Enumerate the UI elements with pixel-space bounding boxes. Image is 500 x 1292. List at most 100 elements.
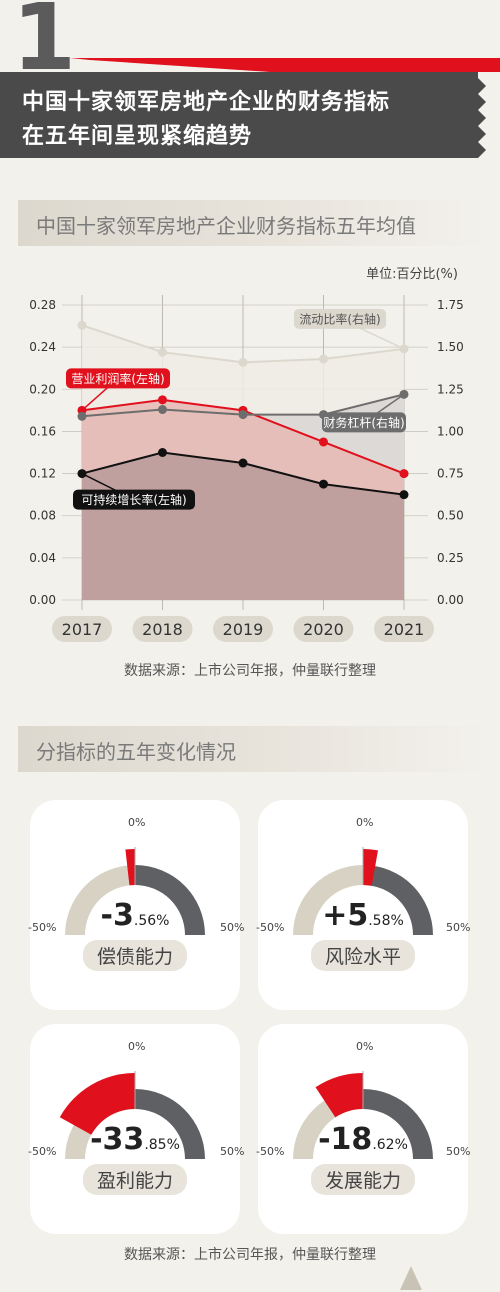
section-number: 1 xyxy=(12,0,77,91)
gauges-title: 分指标的五年变化情况 xyxy=(36,740,236,764)
gauge-label: 风险水平 xyxy=(310,940,416,971)
header-title-line1: 中国十家领军房地产企业的财务指标 xyxy=(22,90,391,115)
gauge-value-int: -18 xyxy=(318,1122,373,1157)
data-point xyxy=(238,357,248,367)
series-label-box xyxy=(66,368,170,389)
series-label: 流动比率(右轴) xyxy=(299,311,380,326)
corner-triangle-icon xyxy=(400,1266,422,1290)
gauge-value-dec: .62% xyxy=(372,1137,408,1153)
data-point xyxy=(77,411,87,421)
gauge-zero-label: 0% xyxy=(356,1040,374,1053)
series-label-box xyxy=(294,308,386,329)
data-point xyxy=(158,405,167,415)
gauge-max-label: 50% xyxy=(446,1145,471,1158)
gauge-value-dec: .58% xyxy=(368,913,404,929)
left-tick-label: 0.04 xyxy=(29,551,56,565)
header: 1 中国十家领军房地产企业的财务指标 在五年间呈现紧缩趋势 xyxy=(0,0,500,160)
gauge-value-wedge xyxy=(125,849,135,886)
right-tick-label: 1.25 xyxy=(437,382,464,396)
gauge-label: 偿债能力 xyxy=(82,940,188,971)
data-point xyxy=(399,344,409,354)
left-tick-label: 0.24 xyxy=(29,340,56,354)
gauge-max-label: 50% xyxy=(446,921,471,934)
left-tick-label: 0.00 xyxy=(29,593,56,607)
x-tick-label: 2019 xyxy=(223,620,264,639)
gauge-card-growth: 0% -50% 50% -18.62% 发展能力 xyxy=(256,1024,471,1234)
right-tick-label: 0.00 xyxy=(437,593,464,607)
unit-label: 单位:百分比(%) xyxy=(366,267,458,282)
header-title-line2: 在五年间呈现紧缩趋势 xyxy=(22,124,253,149)
left-tick-label: 0.28 xyxy=(29,298,56,312)
gauge-svg xyxy=(293,847,433,935)
gauge-value: +5.58% xyxy=(258,898,468,933)
gauge-left-track xyxy=(293,865,363,935)
gauge-value-wedge xyxy=(315,1073,363,1118)
series-label: 财务杠杆(右轴) xyxy=(323,415,404,430)
gauge-card-solvency: 0% -50% 50% -3.56% 偿债能力 xyxy=(28,800,244,1010)
gauge-value-dec: .85% xyxy=(144,1137,180,1153)
data-point xyxy=(319,354,328,364)
x-tick-label: 2018 xyxy=(142,620,183,639)
x-tick-label: 2021 xyxy=(384,620,425,639)
left-tick-label: 0.16 xyxy=(29,424,56,438)
gauge-min-label: -50% xyxy=(256,921,285,934)
gauge-zero-label: 0% xyxy=(128,816,146,829)
data-point xyxy=(399,389,409,399)
chart-title: 中国十家领军房地产企业财务指标五年均值 xyxy=(36,214,416,238)
data-point xyxy=(158,395,167,405)
year-pill xyxy=(293,616,354,642)
data-point xyxy=(399,469,409,479)
gauge-right-track xyxy=(363,865,433,935)
right-tick-label: 1.75 xyxy=(437,298,464,312)
left-tick-label: 0.08 xyxy=(29,509,56,523)
gauge-left-track xyxy=(65,865,135,935)
gauge-value-int: -33 xyxy=(90,1122,145,1157)
x-tick-label: 2020 xyxy=(303,620,344,639)
data-point xyxy=(77,320,87,330)
year-pill xyxy=(374,616,434,642)
data-point xyxy=(399,490,409,500)
series-label-box xyxy=(73,489,195,510)
gauge-min-label: -50% xyxy=(256,1145,285,1158)
right-tick-label: 0.75 xyxy=(437,467,464,481)
left-tick-label: 0.20 xyxy=(29,382,56,396)
data-point xyxy=(77,469,87,479)
gauge-zero-label: 0% xyxy=(356,816,374,829)
right-tick-label: 1.50 xyxy=(437,340,464,354)
gauge-right-track xyxy=(363,1089,433,1159)
gauge-svg xyxy=(293,1071,433,1159)
gauge-value: -3.56% xyxy=(30,898,240,933)
gauges-source: 数据来源：上市公司年报，仲量联行整理 xyxy=(124,1247,376,1263)
year-pill xyxy=(52,616,112,642)
gauge-label: 盈利能力 xyxy=(82,1164,188,1195)
gauge-svg xyxy=(59,1071,205,1159)
gauge-value-int: -3 xyxy=(100,898,134,933)
gauge-max-label: 50% xyxy=(220,921,245,934)
gauge-card-profitability: 0% -50% 50% -33.85% 盈利能力 xyxy=(28,1024,244,1234)
right-tick-label: 1.00 xyxy=(437,424,464,438)
gauge-value-wedge xyxy=(59,1073,135,1135)
line-chart: 单位:百分比(%) 0.00 0.00 0.04 0.25 0.08 0.50 0.12 0.7… xyxy=(0,250,500,670)
data-point xyxy=(238,458,248,468)
gauge-value-wedge xyxy=(363,849,378,886)
year-pill xyxy=(132,616,193,642)
header-graphic xyxy=(0,58,500,158)
gauge-value: -33.85% xyxy=(30,1122,240,1157)
gauge-right-track xyxy=(135,1089,205,1159)
gauge-label: 发展能力 xyxy=(310,1164,416,1195)
series-label: 营业利润率(左轴) xyxy=(71,371,164,386)
line-chart-svg: 单位:百分比(%) 0.00 0.00 0.04 0.25 0.08 0.50 0.12 0.7… xyxy=(29,267,464,642)
right-tick-label: 0.50 xyxy=(437,509,464,523)
gauge-min-label: -50% xyxy=(28,1145,57,1158)
data-point xyxy=(158,347,167,357)
year-pill xyxy=(213,616,273,642)
gauge-svg xyxy=(65,847,205,935)
gauge-value-dec: .56% xyxy=(133,913,170,929)
data-point xyxy=(319,437,328,447)
gauge-value: -18.62% xyxy=(258,1122,468,1157)
x-tick-label: 2017 xyxy=(62,620,103,639)
gauge-max-label: 50% xyxy=(220,1145,245,1158)
gauge-value-int: +5 xyxy=(322,898,369,933)
data-point xyxy=(158,448,167,457)
gauge-card-risk: 0% -50% 50% +5.58% 风险水平 xyxy=(256,800,471,1010)
